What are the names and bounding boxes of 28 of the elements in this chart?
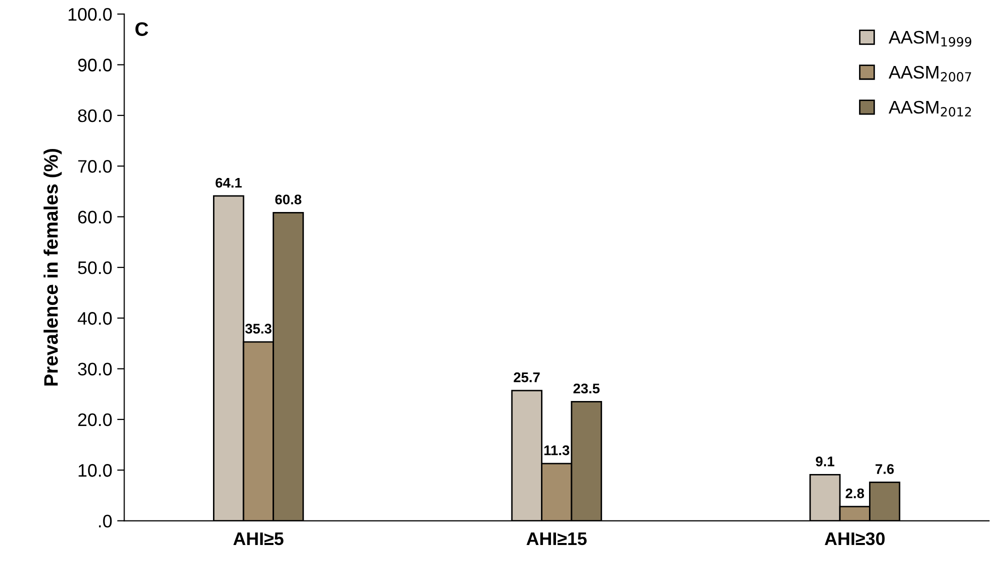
x-tick-label: AHI≥30 <box>824 532 885 546</box>
data-label: 9.1 <box>816 456 834 466</box>
x-tick-label: AHI≥15 <box>526 532 587 546</box>
y-tick-label: 40.0 <box>78 312 112 325</box>
data-label: 23.5 <box>573 384 600 394</box>
data-label: 25.7 <box>514 372 540 382</box>
legend-label: AASM$_{1999}$ <box>888 30 972 47</box>
y-tick-label: 60.0 <box>78 210 112 224</box>
data-label: 35.3 <box>245 324 272 334</box>
data-label: 64.1 <box>216 178 242 188</box>
data-label: 2.8 <box>846 488 864 498</box>
legend-label: AASM$_{2012}$ <box>888 100 971 117</box>
legend-label: AASM$_{2007}$ <box>888 66 972 82</box>
y-tick-label: 10.0 <box>78 464 112 477</box>
y-tick-label: 50.0 <box>78 261 112 274</box>
data-label: 60.8 <box>275 194 302 204</box>
data-label: 11.3 <box>544 445 570 456</box>
y-tick-label: 20.0 <box>78 413 112 426</box>
y-tick-label: 90.0 <box>78 58 112 72</box>
y-tick-label: .0 <box>99 514 112 528</box>
x-tick-label: AHI≥5 <box>233 532 284 546</box>
annotation: C <box>135 22 148 36</box>
y-tick-label: 70.0 <box>78 160 112 173</box>
y-axis-title: Prevalence in females (%) <box>44 148 62 386</box>
y-tick-label: 30.0 <box>78 362 112 376</box>
data-label: 7.6 <box>876 464 894 474</box>
y-tick-label: 80.0 <box>78 109 112 122</box>
y-tick-label: 100.0 <box>68 8 112 21</box>
